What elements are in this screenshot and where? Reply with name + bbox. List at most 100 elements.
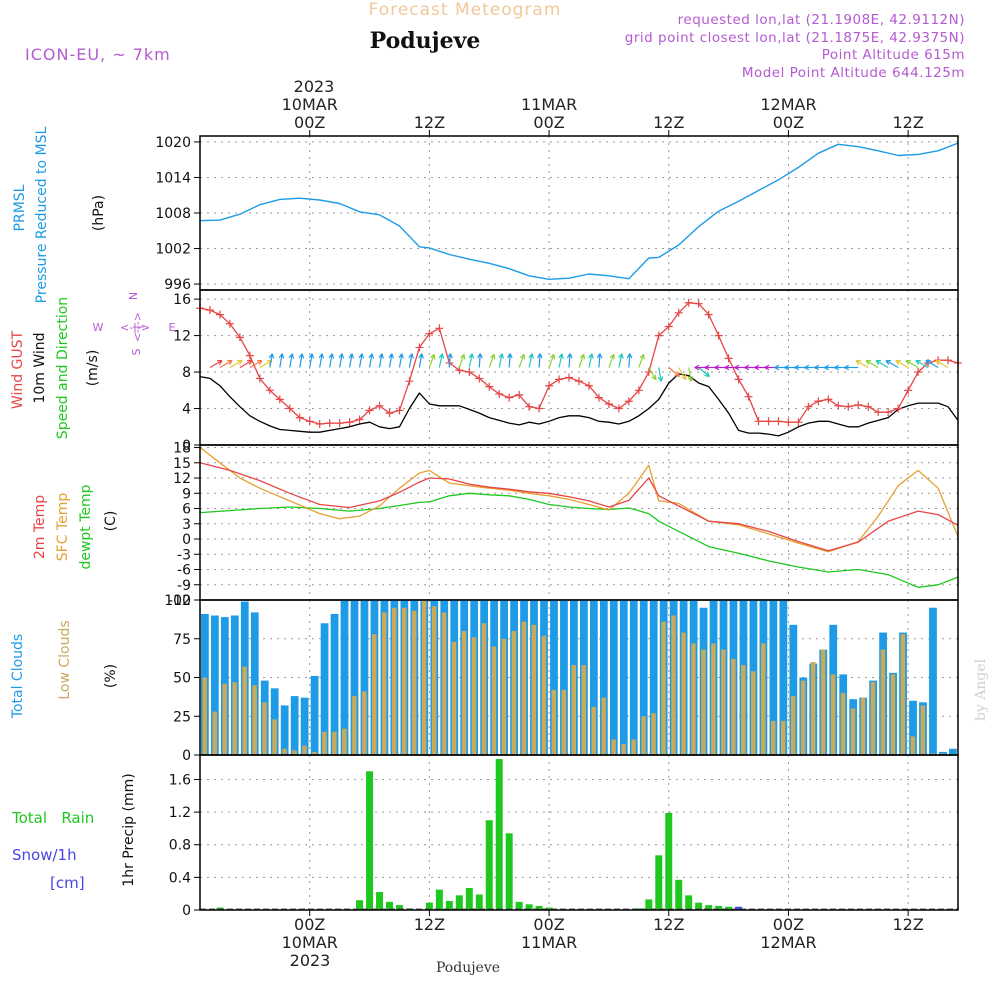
wind-direction-arrow: [468, 353, 475, 368]
gust-point: [485, 382, 494, 391]
total-cloud-bar: [789, 624, 798, 755]
wind-direction-arrow: [905, 359, 919, 369]
gust-point: [624, 397, 633, 406]
gust-point: [764, 417, 773, 426]
gust-point: [724, 354, 733, 363]
arrow-head: [477, 353, 483, 359]
arrow-shaft: [548, 354, 555, 368]
arrow-shaft: [428, 354, 435, 368]
wind-direction-arrow: [536, 353, 543, 368]
arrow-shaft: [319, 353, 323, 368]
low-cloud-bar: [900, 634, 906, 755]
arrow-head: [734, 364, 740, 371]
t2m-label: 2m Temp: [32, 495, 48, 559]
arrow-shaft: [358, 353, 363, 368]
arrow-shaft: [538, 353, 541, 368]
low-cloud-bar: [451, 641, 457, 755]
low-cloud-bar: [362, 691, 367, 755]
snow-bar: [735, 906, 743, 910]
rain-bar: [675, 879, 683, 910]
total-cloud-bar: [929, 607, 937, 755]
location-title: Podujeve: [370, 28, 481, 54]
arrow-head: [596, 353, 603, 359]
low-cloud-bar: [551, 689, 557, 755]
temp-labels: 2m Temp SFC Temp dewpt Temp (C): [32, 484, 119, 569]
wind-direction-arrow: [209, 359, 223, 369]
low-cloud-bar: [930, 753, 936, 755]
requested-coords: requested lon,lat (21.1908E, 42.9112N): [678, 12, 965, 28]
compass-ew-arrows: <-|->: [120, 321, 150, 334]
arrow-head: [875, 359, 882, 366]
wind-direction-arrow: [239, 359, 253, 369]
low-cloud-bar: [431, 606, 437, 755]
arrow-shaft: [349, 353, 353, 368]
arrow-shaft: [598, 353, 601, 368]
bottom-tick-date: 11MAR: [521, 933, 577, 952]
gust-point: [265, 386, 274, 395]
y-tick-label: 6: [182, 502, 191, 518]
arrow-head: [388, 353, 394, 359]
arrow-shaft: [558, 353, 563, 368]
arrow-head: [704, 371, 710, 378]
gust-line: [199, 302, 959, 425]
arrow-shaft: [488, 354, 495, 368]
low-cloud-bar: [731, 658, 736, 755]
gust-point: [455, 366, 464, 375]
wind10m-line: [199, 373, 959, 437]
arrow-head: [834, 364, 840, 371]
total-cloud-bar: [909, 700, 917, 755]
wind-direction-arrow: [447, 353, 453, 368]
arrow-shaft: [378, 353, 383, 368]
arrow-head: [288, 353, 295, 359]
arrow-head: [408, 353, 414, 359]
arrow-head: [579, 353, 585, 360]
arrow-head: [558, 353, 564, 359]
rain-bar: [635, 908, 643, 910]
arrow-head: [368, 353, 375, 359]
gust-point: [594, 393, 603, 402]
arrow-shaft: [608, 354, 615, 368]
low-cloud-bar: [681, 632, 686, 755]
gust-label: Wind GUST: [10, 330, 26, 409]
wind-direction-arrow: [318, 353, 325, 368]
gust-point: [235, 333, 244, 342]
arrow-head: [348, 353, 355, 359]
wind-direction-arrow: [638, 353, 645, 368]
t2m-line: [199, 462, 959, 552]
gust-point: [714, 331, 723, 340]
wind-direction-arrow: [548, 353, 556, 368]
arrow-head: [246, 359, 253, 366]
low-cloud-bar: [262, 702, 267, 755]
arrow-shaft: [698, 367, 710, 377]
low-cloud-bar: [691, 643, 696, 755]
arrow-shaft: [618, 353, 623, 368]
wind-direction-arrow: [368, 353, 375, 368]
gust-point: [245, 351, 254, 360]
low-cloud-bar: [810, 662, 816, 755]
gust-point: [794, 418, 803, 427]
rain-bar: [445, 901, 453, 910]
sfc-label: SFC Temp: [55, 493, 71, 562]
gust-point: [515, 390, 524, 399]
top-tick-date: 12MAR: [760, 95, 816, 114]
low-cloud-bar: [202, 677, 207, 755]
gust-point: [395, 406, 404, 415]
gust-point: [335, 419, 344, 428]
bottom-tick-date: 10MAR: [282, 933, 338, 952]
gust-point: [525, 402, 534, 411]
arrow-shaft: [438, 353, 443, 368]
y-tick-label: 8: [182, 365, 191, 381]
y-tick-label: 1.2: [169, 805, 191, 821]
wind-direction-arrow: [507, 353, 513, 368]
wind10m-label: 10m Wind: [32, 332, 48, 403]
gust-point: [315, 420, 324, 429]
wind-direction-arrow: [328, 353, 335, 368]
gust-point: [505, 393, 514, 402]
wind-direction-arrow: [843, 364, 859, 371]
pressure-name: PRMSL: [12, 184, 28, 231]
gust-point: [205, 306, 214, 315]
total-cloud-bar: [550, 600, 558, 755]
gust-point: [824, 395, 833, 404]
rain-bar: [725, 906, 733, 910]
